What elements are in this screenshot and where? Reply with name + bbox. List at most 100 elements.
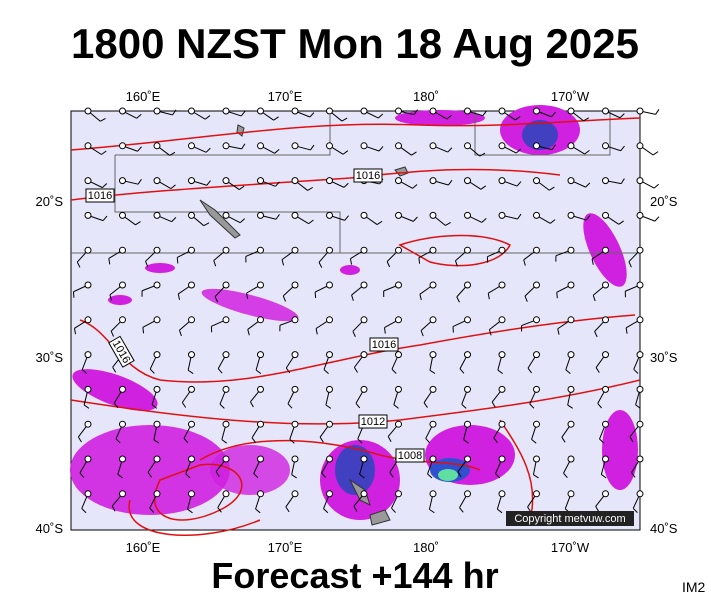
station [396, 317, 402, 323]
isobar-label: 1008 [398, 450, 422, 462]
station [465, 108, 471, 114]
image-id: IM2 [682, 579, 706, 595]
station [120, 178, 126, 184]
station [154, 421, 160, 427]
station [568, 491, 574, 497]
station [189, 491, 195, 497]
lon-label: 160˚E [126, 540, 161, 555]
station [534, 421, 540, 427]
station [292, 143, 298, 149]
wind-barb-flag [177, 257, 178, 263]
station [499, 143, 505, 149]
station [327, 282, 333, 288]
station [396, 143, 402, 149]
station [258, 491, 264, 497]
station [189, 317, 195, 323]
station [327, 212, 333, 218]
station [85, 317, 91, 323]
station [85, 491, 91, 497]
station [465, 317, 471, 323]
station [637, 212, 643, 218]
station [154, 386, 160, 392]
station [154, 491, 160, 497]
station [327, 108, 333, 114]
station [292, 178, 298, 184]
station [189, 178, 195, 184]
station [568, 178, 574, 184]
station [361, 247, 367, 253]
station [85, 247, 91, 253]
station [396, 108, 402, 114]
station [120, 212, 126, 218]
station [396, 247, 402, 253]
station [189, 247, 195, 253]
station [189, 282, 195, 288]
station [154, 282, 160, 288]
station [189, 108, 195, 114]
station [637, 491, 643, 497]
station [568, 386, 574, 392]
station [396, 491, 402, 497]
station [258, 108, 264, 114]
station [603, 143, 609, 149]
station [120, 491, 126, 497]
station [603, 491, 609, 497]
station [499, 421, 505, 427]
station [396, 178, 402, 184]
station [154, 317, 160, 323]
station [327, 491, 333, 497]
station [361, 386, 367, 392]
station [396, 282, 402, 288]
lat-label: 20˚S [650, 194, 678, 209]
station [430, 247, 436, 253]
station [637, 421, 643, 427]
station [223, 456, 229, 462]
station [603, 178, 609, 184]
station [189, 386, 195, 392]
station [430, 456, 436, 462]
station [568, 108, 574, 114]
station [396, 421, 402, 427]
wind-barb-flag [419, 258, 420, 264]
station [603, 247, 609, 253]
station [637, 247, 643, 253]
station [534, 456, 540, 462]
station [637, 456, 643, 462]
station [85, 212, 91, 218]
station [637, 352, 643, 358]
station [430, 491, 436, 497]
station [568, 317, 574, 323]
station [499, 491, 505, 497]
station [258, 212, 264, 218]
station [534, 386, 540, 392]
wind-barb-flag [655, 217, 659, 221]
station [154, 247, 160, 253]
station [361, 108, 367, 114]
station [292, 386, 298, 392]
station [258, 456, 264, 462]
station [120, 317, 126, 323]
station [534, 352, 540, 358]
station [568, 352, 574, 358]
station [120, 421, 126, 427]
station [430, 212, 436, 218]
station [120, 143, 126, 149]
station [189, 212, 195, 218]
station [258, 386, 264, 392]
station [568, 143, 574, 149]
station [534, 282, 540, 288]
station [223, 386, 229, 392]
station [223, 317, 229, 323]
station [258, 421, 264, 427]
isobar-label: 1016 [88, 190, 112, 202]
station [292, 456, 298, 462]
station [430, 108, 436, 114]
station [465, 247, 471, 253]
station [603, 317, 609, 323]
station [223, 421, 229, 427]
lat-label: 40˚S [650, 521, 678, 536]
station [499, 212, 505, 218]
station [85, 282, 91, 288]
station [85, 178, 91, 184]
